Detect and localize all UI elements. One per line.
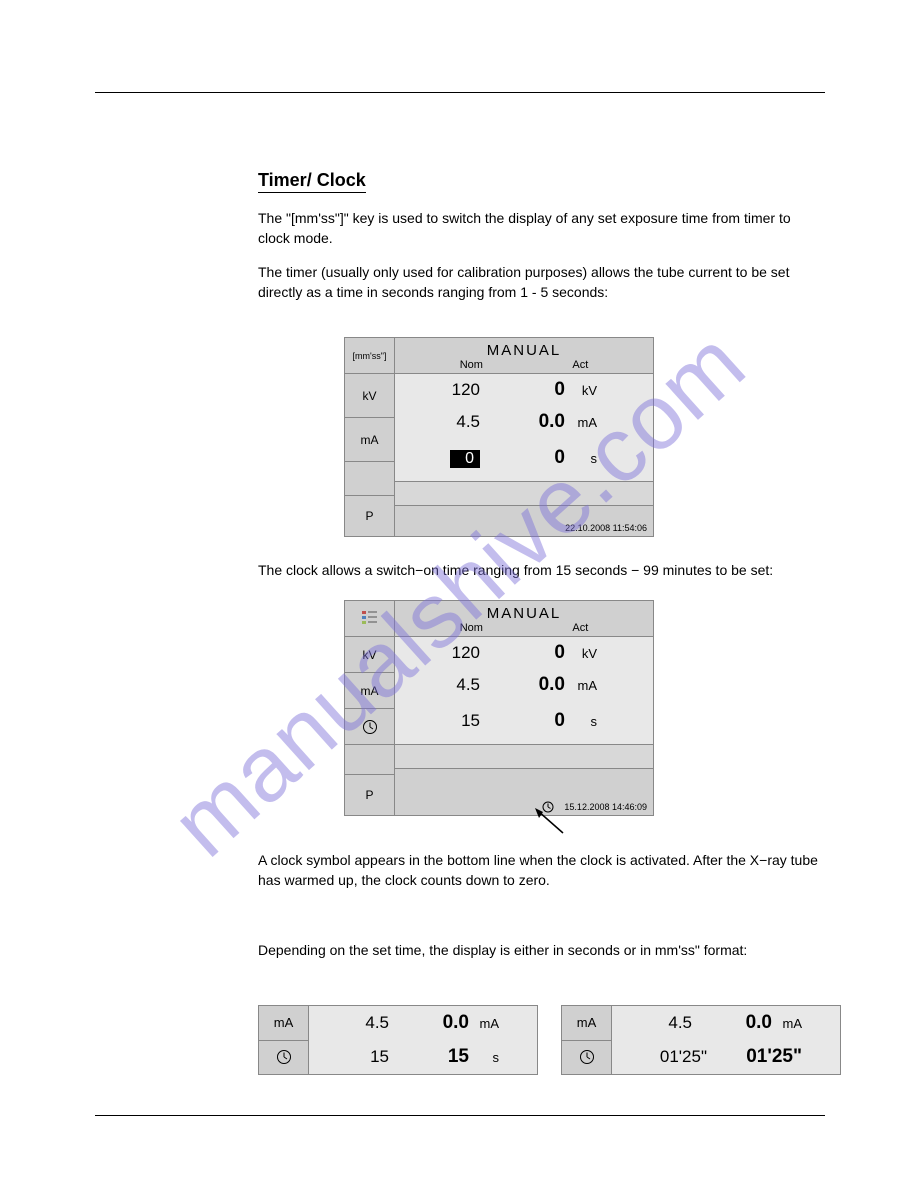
clock-icon: [362, 719, 378, 735]
panel1-col-nom: Nom: [460, 359, 483, 371]
mini1-ma-act: 0.0: [389, 1012, 469, 1034]
mini1-t-nom: 15: [309, 1047, 389, 1067]
panel1-s-act: 0: [480, 447, 565, 469]
mini1-row-t: 15 15 s: [309, 1040, 537, 1074]
kv-button[interactable]: kV: [345, 374, 395, 418]
panel1-ma-nom: 4.5: [395, 412, 480, 432]
panel2-col-nom: Nom: [460, 622, 483, 634]
panel1-cols: Nom Act: [395, 359, 653, 374]
display-panel-clock: kV mA P MANUAL Nom Act 120 0: [344, 600, 654, 816]
panel2-data: 120 0 kV 4.5 0.0 mA 15 0 s: [395, 637, 653, 745]
panel2-ma-act: 0.0: [480, 674, 565, 696]
after-panel2-paragraph: A clock symbol appears in the bottom lin…: [258, 850, 818, 891]
kv-button-2[interactable]: kV: [345, 637, 395, 673]
mini2-clock-cell: [562, 1041, 611, 1075]
mini1-sidecol: mA: [259, 1006, 309, 1074]
mini1-t-unit: s: [469, 1050, 509, 1065]
panel2-title: MANUAL: [395, 601, 653, 622]
panel2-row-kv: 120 0 kV: [395, 637, 653, 669]
rule-top: [95, 92, 825, 93]
panel2-timestamp: 15.12.2008 14:46:09: [564, 802, 647, 812]
mmss-button[interactable]: [mm'ss"]: [345, 338, 395, 374]
mini2-t-nom: 01'25": [612, 1047, 707, 1067]
mid-paragraph: The clock allows a switch−on time rangin…: [258, 560, 818, 580]
mini1-t-act: 15: [389, 1046, 469, 1068]
panel2-s-act: 0: [480, 710, 565, 732]
mini1-ma-label: mA: [259, 1006, 308, 1041]
panel1-ma-unit: mA: [565, 415, 605, 430]
timer-input[interactable]: 0: [450, 450, 480, 468]
panel1-data: 120 0 kV 4.5 0.0 mA 0 0 s: [395, 374, 653, 482]
arrow-indicator: [533, 808, 573, 838]
panel2-s-unit: s: [565, 714, 605, 729]
panel2-row-ma: 4.5 0.0 mA: [395, 669, 653, 701]
panel1-row-kv: 120 0 kV: [395, 374, 653, 406]
panel2-s-nom: 15: [395, 711, 480, 731]
clock-icon: [276, 1049, 292, 1065]
panel1-kv-act: 0: [480, 379, 565, 401]
mini2-ma-unit: mA: [772, 1016, 812, 1031]
mini2-row-t: 01'25" 01'25": [612, 1040, 840, 1074]
panel2-col-act: Act: [572, 622, 588, 634]
mini1-ma-nom: 4.5: [309, 1013, 389, 1033]
intro-paragraph-1: The "[mm'ss"]" key is used to switch the…: [258, 208, 818, 249]
panel1-header: MANUAL Nom Act: [395, 338, 653, 374]
panel2-side-blank: [345, 745, 395, 775]
mini2-ma-nom: 4.5: [612, 1013, 692, 1033]
mini2-sidecol: mA: [562, 1006, 612, 1074]
panel1-ma-act: 0.0: [480, 411, 565, 433]
panel2-status: [395, 745, 653, 769]
panel1-footer: 22.10.2008 11:54:06: [395, 520, 653, 536]
panel2-kv-nom: 120: [395, 643, 480, 663]
panel1-row-s: 0 0 s: [395, 438, 653, 478]
panel1-sidebar: [mm'ss"] kV mA P: [345, 338, 395, 536]
panel1-status: [395, 482, 653, 506]
intro-paragraph-2: The timer (usually only used for calibra…: [258, 262, 818, 303]
mini2-row-ma: 4.5 0.0 mA: [612, 1006, 840, 1040]
mini-panel-mmss: mA 4.5 0.0 mA 01'25" 01'25": [561, 1005, 841, 1075]
panel2-row-s: 15 0 s: [395, 701, 653, 741]
mini1-clock-cell: [259, 1041, 308, 1075]
mini-panel-seconds: mA 4.5 0.0 mA 15 15 s: [258, 1005, 538, 1075]
ma-button-2[interactable]: mA: [345, 673, 395, 709]
panel2-kv-act: 0: [480, 642, 565, 664]
panel2-cols: Nom Act: [395, 622, 653, 637]
mini2-data: 4.5 0.0 mA 01'25" 01'25": [612, 1006, 840, 1074]
panel2-ma-unit: mA: [565, 678, 605, 693]
panel2-kv-unit: kV: [565, 646, 605, 661]
clock-button[interactable]: [345, 709, 395, 745]
panel1-timestamp: 22.10.2008 11:54:06: [565, 523, 647, 533]
mini1-data: 4.5 0.0 mA 15 15 s: [309, 1006, 537, 1074]
panel1-s-nom-wrap: 0: [395, 448, 480, 468]
section-heading: Timer/ Clock: [258, 170, 366, 193]
mini2-ma-act: 0.0: [692, 1012, 772, 1034]
panel1-row-ma: 4.5 0.0 mA: [395, 406, 653, 438]
rule-bottom: [95, 1115, 825, 1116]
mini2-ma-label: mA: [562, 1006, 611, 1041]
mini1-row-ma: 4.5 0.0 mA: [309, 1006, 537, 1040]
panel2-header: MANUAL Nom Act: [395, 601, 653, 637]
list-icon: [359, 608, 381, 630]
before-mini-paragraph: Depending on the set time, the display i…: [258, 940, 818, 960]
panel2-icon-button[interactable]: [345, 601, 395, 637]
panel1-col-act: Act: [572, 359, 588, 371]
panel2-ma-nom: 4.5: [395, 675, 480, 695]
p-button[interactable]: P: [345, 496, 395, 536]
panel1-title: MANUAL: [395, 338, 653, 359]
clock-icon: [579, 1049, 595, 1065]
mini2-t-act: 01'25": [707, 1046, 802, 1068]
ma-button[interactable]: mA: [345, 418, 395, 462]
mini1-ma-unit: mA: [469, 1016, 509, 1031]
panel1-kv-unit: kV: [565, 383, 605, 398]
panel1-s-unit: s: [565, 451, 605, 466]
panel2-footer: 15.12.2008 14:46:09: [395, 799, 653, 815]
display-panel-timer: [mm'ss"] kV mA P MANUAL Nom Act 120 0 kV…: [344, 337, 654, 537]
panel2-sidebar: kV mA P: [345, 601, 395, 815]
p-button-2[interactable]: P: [345, 775, 395, 815]
panel1-side-blank: [345, 462, 395, 496]
panel1-kv-nom: 120: [395, 380, 480, 400]
